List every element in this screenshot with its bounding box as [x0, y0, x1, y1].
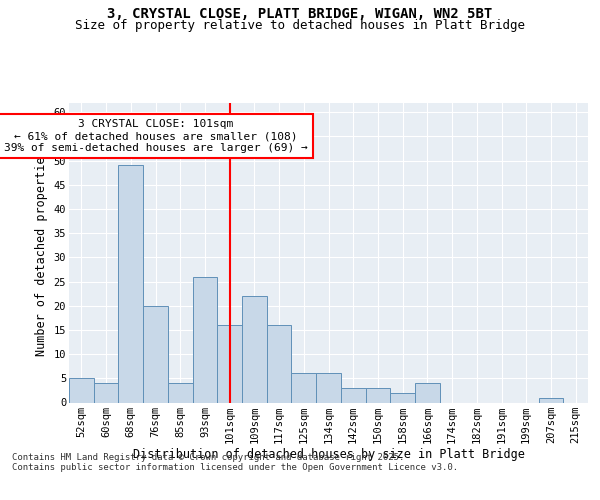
Bar [316, 374, 341, 402]
Bar [94, 383, 118, 402]
X-axis label: Distribution of detached houses by size in Platt Bridge: Distribution of detached houses by size … [133, 448, 524, 462]
Y-axis label: Number of detached properties: Number of detached properties [35, 149, 48, 356]
Bar [292, 374, 316, 402]
Bar [341, 388, 365, 402]
Bar [168, 383, 193, 402]
Bar [217, 325, 242, 402]
Bar [242, 296, 267, 403]
Text: Contains HM Land Registry data © Crown copyright and database right 2025.
Contai: Contains HM Land Registry data © Crown c… [12, 452, 458, 472]
Bar [539, 398, 563, 402]
Text: Size of property relative to detached houses in Platt Bridge: Size of property relative to detached ho… [75, 19, 525, 32]
Bar [193, 276, 217, 402]
Bar [143, 306, 168, 402]
Bar [415, 383, 440, 402]
Bar [267, 325, 292, 402]
Text: 3 CRYSTAL CLOSE: 101sqm
← 61% of detached houses are smaller (108)
39% of semi-d: 3 CRYSTAL CLOSE: 101sqm ← 61% of detache… [4, 120, 307, 152]
Bar [69, 378, 94, 402]
Bar [365, 388, 390, 402]
Bar [118, 166, 143, 402]
Text: 3, CRYSTAL CLOSE, PLATT BRIDGE, WIGAN, WN2 5BT: 3, CRYSTAL CLOSE, PLATT BRIDGE, WIGAN, W… [107, 8, 493, 22]
Bar [390, 393, 415, 402]
